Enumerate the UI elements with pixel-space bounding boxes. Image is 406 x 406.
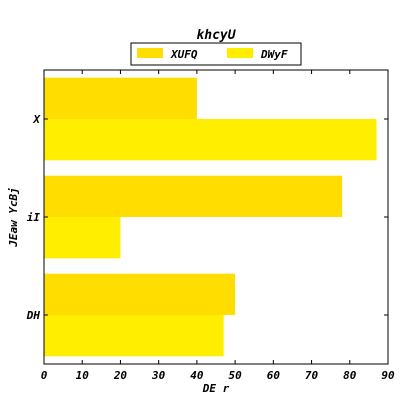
x-tick-label: 0 bbox=[41, 369, 48, 382]
legend-swatch-DWyF bbox=[227, 48, 253, 58]
x-tick-label: 20 bbox=[113, 369, 128, 382]
y-axis-ticks: DH iI X bbox=[26, 113, 388, 322]
y-tick-label: iI bbox=[27, 211, 41, 224]
y-tick-label: X bbox=[32, 113, 41, 126]
legend-label-DWyF: DWyF bbox=[260, 48, 288, 61]
x-tick-label: 50 bbox=[228, 369, 242, 382]
x-tick-label: 30 bbox=[151, 369, 166, 382]
x-tick-label: 80 bbox=[343, 369, 357, 382]
x-tick-label: 60 bbox=[267, 369, 281, 382]
x-tick-label: 90 bbox=[381, 369, 395, 382]
bar-DWyF-iI bbox=[44, 217, 121, 259]
x-tick-label: 70 bbox=[305, 369, 319, 382]
bar-XUFQ-iI bbox=[44, 175, 343, 217]
bar-DWyF-X bbox=[44, 119, 377, 161]
bar-XUFQ-DH bbox=[44, 273, 236, 315]
legend-label-XUFQ: XUFQ bbox=[170, 48, 198, 61]
bar-DWyF-DH bbox=[44, 315, 224, 357]
x-axis-ticks: 0 10 20 30 40 50 60 70 80 90 bbox=[41, 70, 395, 382]
bars-group bbox=[44, 77, 377, 357]
x-tick-label: 10 bbox=[76, 369, 90, 382]
legend-swatch-XUFQ bbox=[137, 48, 163, 58]
x-axis-label: DE r bbox=[202, 382, 230, 395]
legend: XUFQ DWyF bbox=[130, 42, 302, 66]
y-axis-label: JEaw YcBj bbox=[7, 187, 20, 248]
x-tick-label: 40 bbox=[190, 369, 204, 382]
y-tick-label: DH bbox=[26, 309, 41, 322]
legend-box bbox=[130, 42, 302, 66]
chart-title: khcyU bbox=[196, 28, 236, 43]
bar-XUFQ-X bbox=[44, 77, 197, 119]
